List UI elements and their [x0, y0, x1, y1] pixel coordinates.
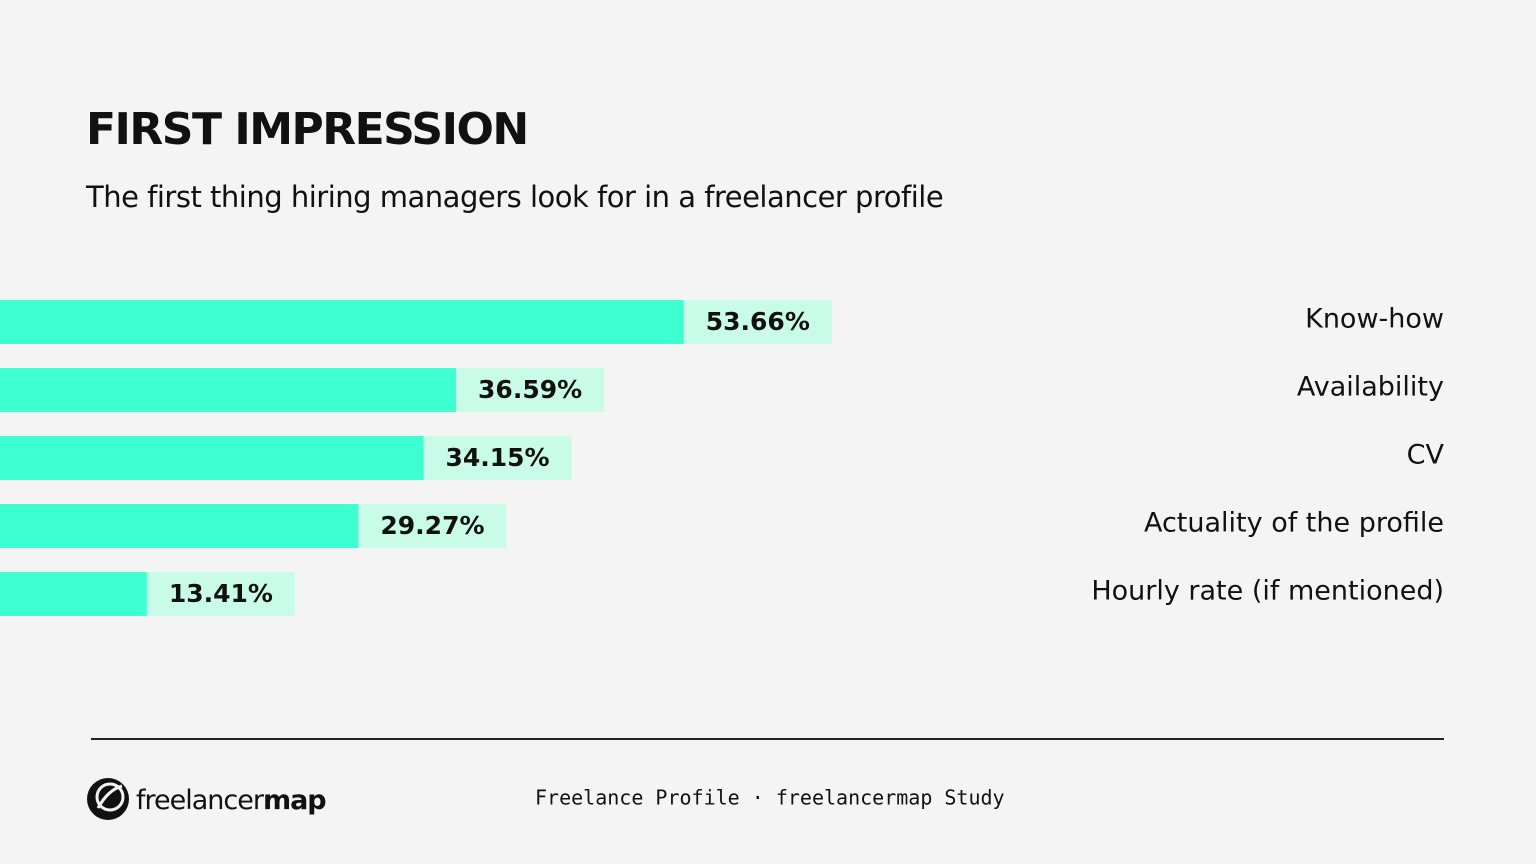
value-label-bg: [423, 436, 572, 480]
logo-text-bold: map: [263, 785, 326, 816]
bar: [0, 572, 147, 616]
value-label-bg: [456, 368, 605, 412]
value-label-bg: [358, 504, 507, 548]
footer-caption: Freelance Profile · freelancermap Study: [535, 786, 1005, 810]
bar: [0, 368, 457, 412]
logo: freelancermap: [87, 778, 327, 820]
value-label: 29.27%: [380, 511, 484, 540]
chart-title: FIRST IMPRESSION: [86, 104, 528, 155]
logo-text: freelancer: [136, 785, 265, 816]
bar: [0, 504, 359, 548]
category-label: Hourly rate (if mentioned): [1091, 576, 1444, 607]
category-label: Know-how: [1305, 304, 1444, 335]
svg-text:freelancermap: freelancermap: [136, 785, 326, 816]
value-label-bg: [683, 300, 832, 344]
category-label: Availability: [1297, 372, 1444, 403]
value-label: 13.41%: [169, 579, 273, 608]
bar: [0, 300, 684, 344]
value-label: 34.15%: [445, 443, 549, 472]
value-label-bg: [146, 572, 295, 616]
bar: [0, 436, 424, 480]
category-label: CV: [1407, 440, 1445, 471]
value-label: 36.59%: [478, 375, 582, 404]
value-label: 53.66%: [706, 307, 810, 336]
category-label: Actuality of the profile: [1144, 508, 1444, 539]
chart-subtitle: The first thing hiring managers look for…: [85, 180, 943, 214]
